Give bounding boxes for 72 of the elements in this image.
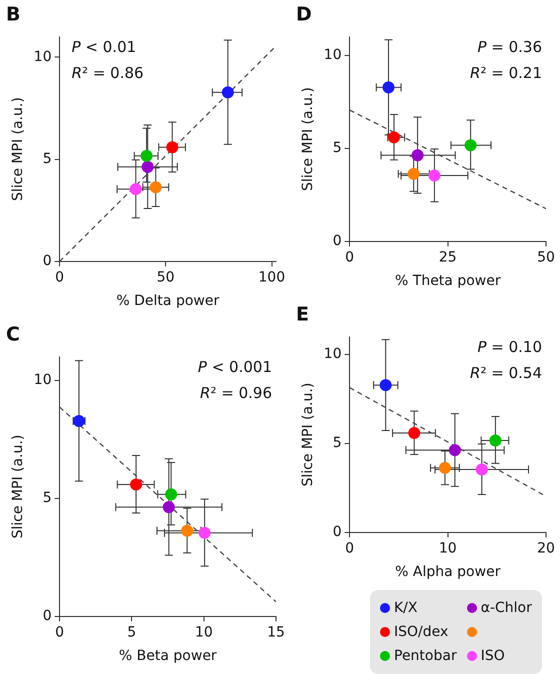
legend-label: ISO (480, 648, 505, 664)
legend-label: α-Chlor (480, 600, 532, 616)
annotation: P = 0.10 (477, 338, 542, 356)
point (489, 434, 502, 446)
point (162, 501, 175, 514)
x-axis-title: % Beta power (118, 648, 217, 664)
point (165, 488, 178, 500)
y-axis-title: Slice MPI (a.u.) (10, 97, 26, 202)
annotation: P = 0.36 (477, 38, 542, 56)
point (438, 462, 451, 474)
y-tick-label: 5 (332, 435, 342, 452)
point (448, 444, 461, 456)
x-tick-label: 100 (258, 269, 286, 286)
y-tick-label: 0 (332, 524, 342, 540)
x-tick-label: 50 (537, 249, 555, 266)
point (382, 81, 394, 94)
annotation: R² = 0.21 (470, 64, 542, 82)
x-tick-label: 0 (345, 249, 354, 266)
annotation: P < 0.01 (72, 38, 136, 56)
point (222, 86, 234, 98)
point (464, 139, 477, 152)
point (428, 170, 440, 182)
y-tick-label: 10 (324, 47, 342, 64)
y-tick-label: 5 (42, 150, 52, 167)
legend-label: ISO/dex (394, 624, 448, 640)
x-axis-title: % Alpha power (395, 564, 501, 580)
legend-label: K/X (394, 600, 418, 616)
x-axis-title: % Theta power (395, 273, 501, 290)
x-tick-label: 25 (438, 249, 457, 266)
x-tick-label: 0 (345, 540, 354, 556)
annotation: R² = 0.96 (200, 384, 272, 402)
x-tick-label: 10 (194, 624, 213, 640)
annotation: R² = 0.54 (470, 364, 542, 382)
y-axis-title: Slice MPI (a.u.) (300, 87, 316, 192)
x-tick-label: 0 (55, 269, 64, 286)
chart-title: B (6, 3, 20, 26)
chart-title: E (296, 303, 309, 326)
point (198, 526, 211, 539)
annotation: R² = 0.86 (72, 64, 144, 82)
y-axis-title: Slice MPI (a.u.) (300, 382, 316, 487)
x-tick-label: 50 (156, 269, 175, 286)
point (412, 149, 424, 162)
point (142, 160, 154, 173)
point (380, 379, 392, 392)
point (166, 141, 178, 154)
x-tick-label: 5 (127, 624, 136, 640)
legend-label: Pentobar (394, 648, 457, 664)
x-tick-label: 0 (55, 624, 64, 640)
y-tick-label: 5 (332, 140, 342, 156)
y-tick-label: 10 (34, 48, 52, 65)
point (181, 524, 194, 537)
point (150, 181, 162, 194)
point (130, 478, 142, 490)
point (408, 427, 420, 439)
x-tick-label: 15 (267, 624, 285, 640)
annotation: P < 0.001 (198, 358, 272, 376)
point (476, 463, 488, 476)
chart-title: D (296, 3, 312, 26)
x-tick-label: 20 (537, 540, 555, 556)
y-tick-label: 0 (42, 608, 52, 624)
point (388, 131, 400, 144)
point (130, 183, 142, 196)
y-axis-title: Slice MPI (a.u.) (10, 434, 26, 539)
x-tick-label: 10 (438, 540, 457, 556)
y-tick-label: 10 (324, 346, 342, 362)
x-axis-title: % Delta power (116, 293, 220, 310)
chart-title: C (6, 323, 20, 346)
y-tick-label: 10 (34, 372, 52, 388)
point (140, 150, 153, 162)
point (408, 168, 420, 180)
y-tick-label: 5 (42, 490, 52, 506)
y-tick-label: 0 (332, 233, 342, 250)
